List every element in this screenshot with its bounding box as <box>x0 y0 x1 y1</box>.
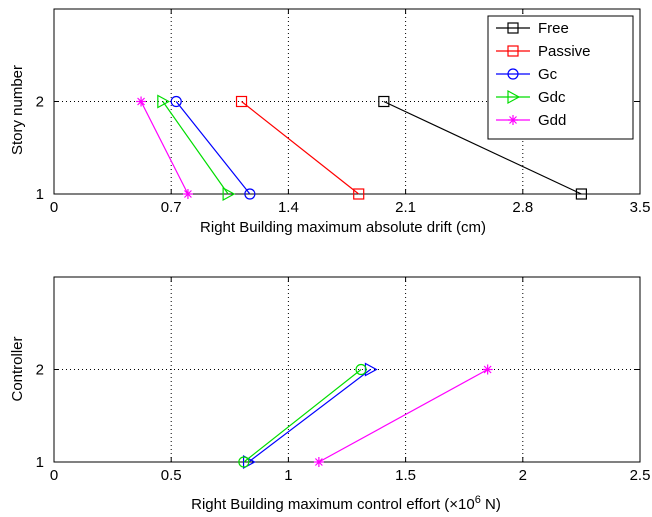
drift-legend-item-gdc: Gdc <box>496 89 566 106</box>
effort-y-tick-label: 1 <box>36 454 44 471</box>
effort-chart: 0 0.5 1 1.5 2 2.5 1 2 Right Building maximum c… <box>9 276 651 513</box>
drift-legend-item-passive: Passive <box>496 43 591 60</box>
drift-x-tick-label: 0 <box>50 199 58 216</box>
effort-gdd-marker <box>313 457 324 467</box>
drift-series-gc <box>170 95 256 200</box>
drift-series-free <box>378 95 588 200</box>
drift-y-axis-label: Story number <box>9 65 26 155</box>
effort-x-axis-label: Right Building maximum control effort (×… <box>191 494 501 513</box>
drift-legend-item-gdd: Gdd <box>496 112 566 129</box>
effort-x-tick-label: 0.5 <box>161 467 182 484</box>
drift-free-marker <box>575 188 588 200</box>
effort-x-tick-label: 2 <box>519 467 527 484</box>
effort-series-gdd-line <box>318 368 488 463</box>
effort-x-tick-label: 1 <box>284 467 292 484</box>
drift-gc-marker <box>170 95 182 108</box>
effort-x-tick-label: 1.5 <box>395 467 416 484</box>
effort-gdd-marker <box>482 364 493 375</box>
drift-x-tick-label: 3.5 <box>630 199 651 216</box>
drift-free-marker <box>378 95 390 108</box>
drift-y-tick-label: 2 <box>36 94 44 111</box>
drift-x-tick-label: 0.7 <box>161 199 182 216</box>
drift-legend-item-free: Free <box>496 20 569 37</box>
effort-x-label-exponent: 6 <box>475 494 481 506</box>
drift-x-tick-label: 2.8 <box>512 199 533 216</box>
drift-legend: Free Passive Gc Gdc Gdd <box>487 15 634 140</box>
drift-series-gdc-line <box>162 101 229 195</box>
drift-series-passive-line <box>241 101 360 195</box>
drift-x-tick-label: 1.4 <box>278 199 299 216</box>
effort-x-tick-label: 0 <box>50 467 58 484</box>
legend-marker <box>507 45 519 57</box>
drift-gc-marker <box>244 188 256 200</box>
effort-gdc-marker <box>355 363 367 376</box>
drift-legend-item-gc: Gc <box>496 66 558 83</box>
effort-x-tick-label: 2.5 <box>630 467 651 484</box>
drift-passive-marker <box>353 188 365 200</box>
effort-gc-marker <box>364 362 378 377</box>
legend-marker <box>507 89 521 105</box>
legend-label: Passive <box>538 43 591 60</box>
drift-gdd-marker <box>136 96 147 107</box>
effort-series-gc-line <box>248 369 371 463</box>
effort-x-label-suffix: N) <box>481 496 501 513</box>
legend-label: Gdd <box>538 112 566 129</box>
effort-x-label-times: ×10 <box>449 496 474 513</box>
effort-plot-area <box>53 276 641 463</box>
effort-series-gdc <box>238 363 367 468</box>
legend-marker <box>507 68 519 80</box>
drift-y-tick-label: 1 <box>36 186 44 203</box>
drift-series-gc-line <box>175 101 251 195</box>
legend-marker <box>508 115 518 125</box>
drift-gdd-marker <box>182 189 193 199</box>
drift-series-gdd <box>136 96 193 199</box>
effort-y-axis-label: Controller <box>9 336 26 401</box>
drift-gdc-marker <box>157 94 171 109</box>
legend-label: Gdc <box>538 89 566 106</box>
effort-series-gc <box>242 362 378 470</box>
drift-series-free-line <box>383 100 582 195</box>
legend-label: Free <box>538 20 569 37</box>
drift-gdc-marker <box>222 186 236 202</box>
effort-series-gdd <box>313 364 493 467</box>
legend-marker <box>507 22 519 34</box>
effort-gc-marker <box>242 454 256 470</box>
effort-series-gdc-line <box>243 369 362 463</box>
drift-chart: 0 0.7 1.4 2.1 2.8 3.5 1 2 Right Building maxim… <box>9 8 651 236</box>
drift-x-axis-label: Right Building maximum absolute drift (c… <box>200 219 486 236</box>
drift-passive-marker <box>235 95 248 108</box>
legend-label: Gc <box>538 66 558 83</box>
drift-x-tick-label: 2.1 <box>395 199 416 216</box>
effort-x-label-prefix: Right Building maximum control effort ( <box>191 496 449 513</box>
drift-series-passive <box>235 95 365 200</box>
drift-series-gdd-line <box>140 101 189 195</box>
drift-series-gdc <box>157 94 236 202</box>
effort-y-tick-label: 2 <box>36 362 44 379</box>
effort-gdc-marker <box>238 456 250 468</box>
